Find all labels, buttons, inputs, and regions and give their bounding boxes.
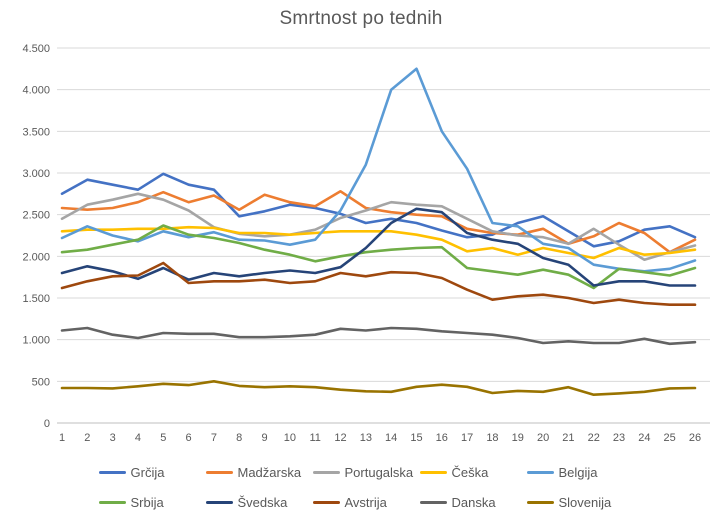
x-axis-tick-label: 24 bbox=[638, 432, 650, 444]
legend-label-svedska: Švedska bbox=[237, 495, 288, 510]
x-axis-tick-label: 2 bbox=[84, 432, 90, 444]
x-axis-tick-label: 12 bbox=[334, 432, 346, 444]
y-axis-tick-label: 4.500 bbox=[22, 43, 50, 55]
series-line-portugalska bbox=[60, 192, 697, 262]
x-axis-tick-label: 17 bbox=[461, 432, 473, 444]
y-axis-tick-label: 0 bbox=[44, 418, 50, 430]
series-line-slovenija bbox=[60, 379, 697, 397]
y-axis-tick-label: 1.000 bbox=[22, 335, 50, 347]
series-line-svedska bbox=[60, 207, 697, 287]
chart-title: Smrtnost po tednih bbox=[279, 8, 443, 29]
x-axis-tick-label: 19 bbox=[512, 432, 524, 444]
legend-item-srbija[interactable]: Srbija bbox=[98, 495, 196, 510]
legend-label-srbija: Srbija bbox=[130, 495, 164, 510]
y-axis-tick-label: 3.000 bbox=[22, 168, 50, 180]
x-axis-tick-label: 23 bbox=[613, 432, 625, 444]
x-axis-tick-label: 20 bbox=[537, 432, 549, 444]
legend-label-danska: Danska bbox=[451, 495, 496, 510]
legend-item-belgija[interactable]: Belgija bbox=[526, 465, 624, 480]
legend-swatch-ceska bbox=[419, 471, 447, 474]
legend-label-belgija: Belgija bbox=[558, 465, 598, 480]
x-axis-tick-label: 9 bbox=[261, 432, 267, 444]
series-line-grcija bbox=[60, 172, 697, 248]
x-axis-tick-label: 26 bbox=[689, 432, 701, 444]
series-line-avstrija bbox=[60, 261, 697, 307]
legend-item-svedska[interactable]: Švedska bbox=[205, 495, 303, 510]
x-axis-tick-label: 4 bbox=[135, 432, 141, 444]
legend-swatch-madzarska bbox=[205, 471, 233, 474]
x-axis-tick-label: 22 bbox=[588, 432, 600, 444]
legend-item-grcija[interactable]: Grčija bbox=[98, 465, 196, 480]
legend-item-madzarska[interactable]: Madžarska bbox=[205, 465, 303, 480]
x-axis-tick-label: 8 bbox=[236, 432, 242, 444]
legend-label-grcija: Grčija bbox=[130, 465, 165, 480]
y-axis-tick-label: 4.000 bbox=[22, 85, 50, 97]
legend-swatch-avstrija bbox=[312, 501, 340, 504]
x-axis-tick-label: 16 bbox=[436, 432, 448, 444]
legend-swatch-srbija bbox=[98, 501, 126, 504]
y-axis-tick-label: 1.500 bbox=[22, 293, 50, 305]
series-line-madzarska bbox=[60, 190, 697, 254]
legend-swatch-danska bbox=[419, 501, 447, 504]
legend-label-slovenija: Slovenija bbox=[558, 495, 612, 510]
x-axis-tick-label: 10 bbox=[284, 432, 296, 444]
legend-label-portugalska: Portugalska bbox=[344, 465, 414, 480]
legend-item-portugalska[interactable]: Portugalska bbox=[312, 465, 413, 480]
x-axis-tick-label: 5 bbox=[160, 432, 166, 444]
x-axis-tick-label: 11 bbox=[309, 432, 320, 444]
y-axis-tick-label: 2.000 bbox=[22, 251, 50, 263]
legend-swatch-belgija bbox=[526, 471, 554, 474]
x-axis-tick-label: 7 bbox=[211, 432, 217, 444]
x-axis-tick-label: 15 bbox=[410, 432, 422, 444]
series-line-danska bbox=[60, 326, 697, 346]
legend-item-avstrija[interactable]: Avstrija bbox=[312, 495, 410, 510]
x-axis-tick-label: 1 bbox=[59, 432, 65, 444]
y-axis-tick-label: 3.500 bbox=[22, 126, 50, 138]
legend-label-ceska: Češka bbox=[451, 465, 489, 480]
legend-swatch-svedska bbox=[205, 501, 233, 504]
x-axis-tick-label: 18 bbox=[486, 432, 498, 444]
legend-item-ceska[interactable]: Češka bbox=[419, 465, 517, 480]
x-axis-tick-label: 13 bbox=[360, 432, 372, 444]
legend-row-1: Grčija Madžarska Portugalska Češka Belgija bbox=[0, 465, 722, 480]
x-axis-tick-label: 6 bbox=[186, 432, 192, 444]
x-axis-tick-label: 21 bbox=[562, 432, 574, 444]
legend-label-madzarska: Madžarska bbox=[237, 465, 302, 480]
y-axis-tick-label: 500 bbox=[32, 376, 50, 388]
legend-item-slovenija[interactable]: Slovenija bbox=[526, 495, 624, 510]
x-axis-tick-label: 3 bbox=[110, 432, 116, 444]
series-line-srbija bbox=[60, 224, 697, 290]
series-line-belgija bbox=[60, 67, 697, 273]
legend-swatch-grcija bbox=[98, 471, 126, 474]
legend-row-2: Srbija Švedska Avstrija Danska Slovenija bbox=[0, 495, 722, 510]
x-axis-tick-label: 14 bbox=[385, 432, 397, 444]
legend-swatch-slovenija bbox=[526, 501, 554, 504]
x-axis-tick-label: 25 bbox=[664, 432, 676, 444]
legend-label-avstrija: Avstrija bbox=[344, 495, 387, 510]
legend-item-danska[interactable]: Danska bbox=[419, 495, 517, 510]
y-axis-tick-label: 2.500 bbox=[22, 210, 50, 222]
plot-area: 0 500 1.000 1.500 2.000 2.500 3.000 3.500 4.000 4… bbox=[22, 43, 710, 444]
legend-swatch-portugalska bbox=[312, 471, 340, 474]
series-line-ceska bbox=[60, 225, 697, 260]
